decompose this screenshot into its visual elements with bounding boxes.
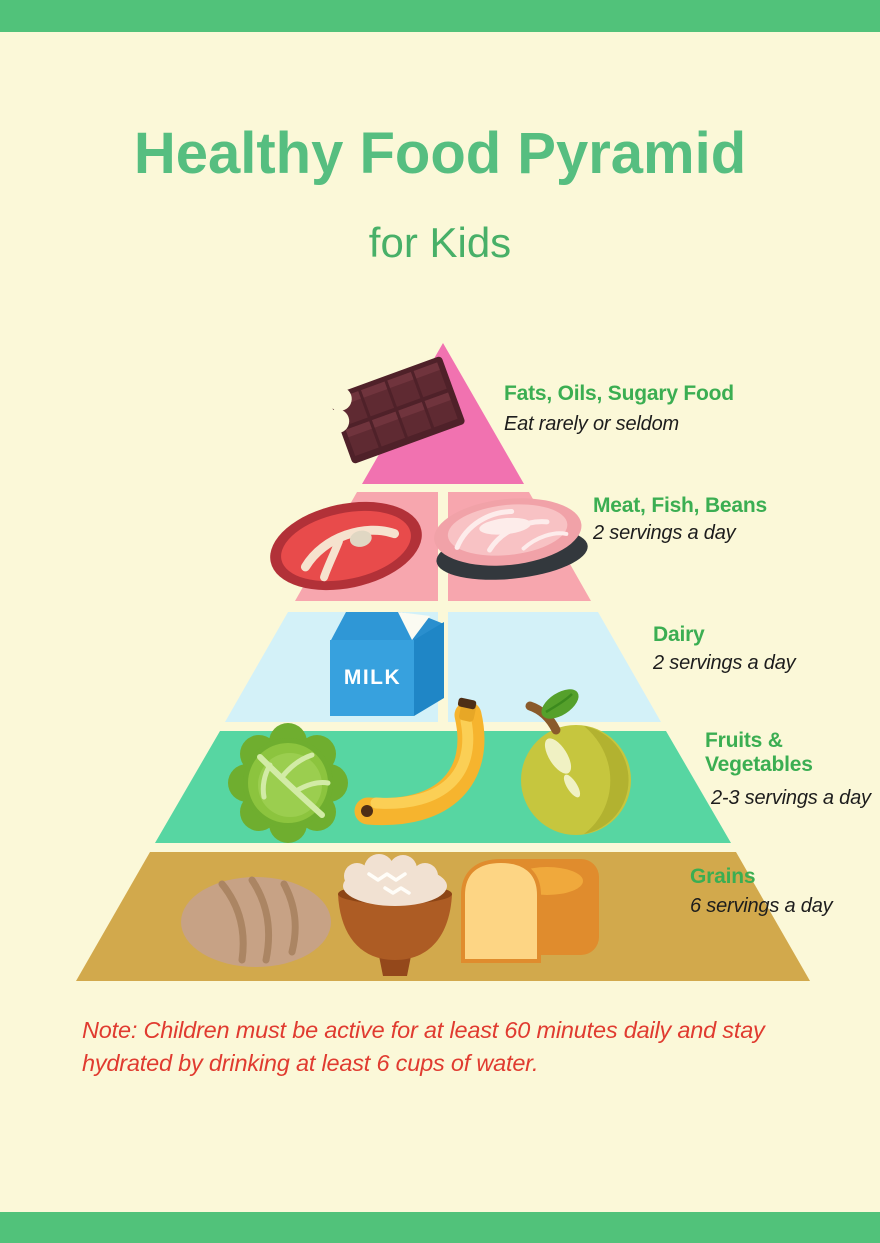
top-border-bar — [0, 0, 880, 32]
activity-note-line-1: Note: Children must be active for at lea… — [82, 1017, 765, 1043]
cabbage-icon — [228, 723, 348, 843]
steak-icon — [270, 501, 422, 591]
salmon-slice-icon — [434, 498, 588, 580]
milk-carton-icon — [330, 612, 444, 716]
level-fats-label: Fats, Oils, Sugary Food — [504, 382, 734, 405]
activity-note-line-2: hydrated by drinking at least 6 cups of … — [82, 1050, 539, 1076]
level-grains-serving: 6 servings a day — [690, 895, 833, 917]
banana-icon — [354, 697, 485, 826]
apple-icon — [521, 689, 631, 835]
level-fruits-veg-serving: 2-3 servings a day — [711, 787, 871, 809]
level-fruits-veg-label: Fruits & Vegetables — [705, 729, 813, 776]
chocolate-bar-icon — [329, 356, 465, 464]
level-meat-label: Meat, Fish, Beans — [593, 494, 767, 517]
bottom-border-bar — [0, 1212, 880, 1243]
round-bread-icon — [181, 876, 331, 967]
level-meat-serving: 2 servings a day — [593, 522, 736, 544]
page-title: Healthy Food Pyramid — [133, 121, 747, 186]
pyramid-level-dairy-right-cell — [448, 612, 661, 722]
level-grains-label: Grains — [690, 865, 756, 888]
level-dairy-label: Dairy — [653, 623, 705, 646]
rice-bowl-icon — [338, 854, 452, 976]
sliced-bread-icon — [461, 858, 599, 963]
activity-note: Note: Children must be active for at lea… — [82, 1014, 842, 1080]
level-fats-serving: Eat rarely or seldom — [504, 413, 679, 435]
page-subtitle: for Kids — [368, 219, 512, 266]
level-dairy-serving: 2 servings a day — [653, 652, 796, 674]
milk-carton-label: MILK — [343, 666, 402, 689]
